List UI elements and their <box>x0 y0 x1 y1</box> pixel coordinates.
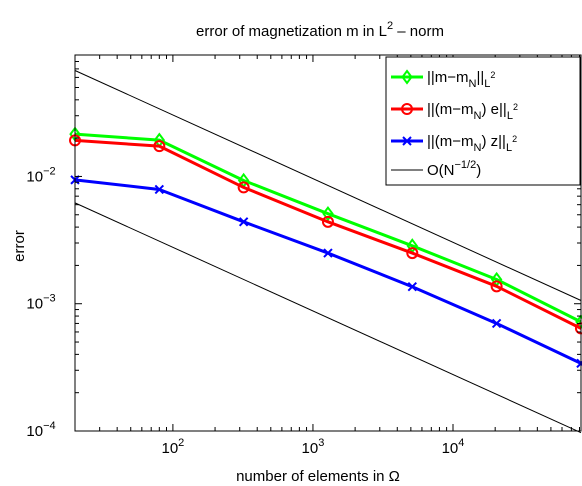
legend-marker <box>401 69 413 85</box>
legend-marker <box>402 136 412 146</box>
legend-marker <box>401 103 413 115</box>
y-tick-label: 10−3 <box>26 293 55 313</box>
series-2 <box>69 134 582 335</box>
x-tick-label: 102 <box>161 437 184 457</box>
data-point <box>153 140 166 153</box>
x-tick-label: 103 <box>302 437 325 457</box>
legend-label: ||m−mN||L2 <box>427 69 495 90</box>
data-point <box>407 282 418 292</box>
legend-label: O(N−1/2) <box>427 159 481 179</box>
legend: ||m−mN||L2 ||(m−mN) e||L2 ||(m−mN) z||L2 O(… <box>385 56 581 186</box>
data-point <box>406 247 419 260</box>
y-tick-label: 10−2 <box>26 165 55 185</box>
series-3 <box>70 175 582 369</box>
data-point <box>237 181 250 194</box>
axes: 102 103 104 10−2 10−3 10−4 <box>26 54 582 457</box>
series-line-2 <box>74 138 582 330</box>
data-point <box>238 217 249 227</box>
legend-item-3: ||(m−mN) z||L2 <box>391 133 517 154</box>
data-point <box>490 280 503 293</box>
y-tick-label: 10−4 <box>26 420 55 440</box>
chart-title: error of magnetization m in L2 – norm <box>196 20 444 40</box>
data-point <box>491 318 502 329</box>
legend-label: ||(m−mN) e||L2 <box>427 101 518 122</box>
series-line-1 <box>74 132 582 324</box>
data-point <box>321 215 334 228</box>
y-axis-label: error <box>11 230 28 262</box>
data-point <box>322 206 334 222</box>
legend-item-reference: O(N−1/2) <box>391 159 481 179</box>
x-axis-label: number of elements in Ω <box>236 468 400 485</box>
reference-lines <box>74 70 582 434</box>
legend-item-1: ||m−mN||L2 <box>391 69 495 90</box>
reference-line-2 <box>74 202 582 434</box>
svg-text:error of magnetization m in L2: error of magnetization m in L2 – norm <box>196 20 444 40</box>
legend-label: ||(m−mN) z||L2 <box>427 133 517 154</box>
reference-line-1 <box>74 70 582 301</box>
data-point <box>323 248 333 258</box>
data-point <box>154 184 165 195</box>
x-tick-label: 104 <box>442 437 465 457</box>
legend-item-2: ||(m−mN) e||L2 <box>391 101 518 122</box>
series-group <box>69 126 582 369</box>
